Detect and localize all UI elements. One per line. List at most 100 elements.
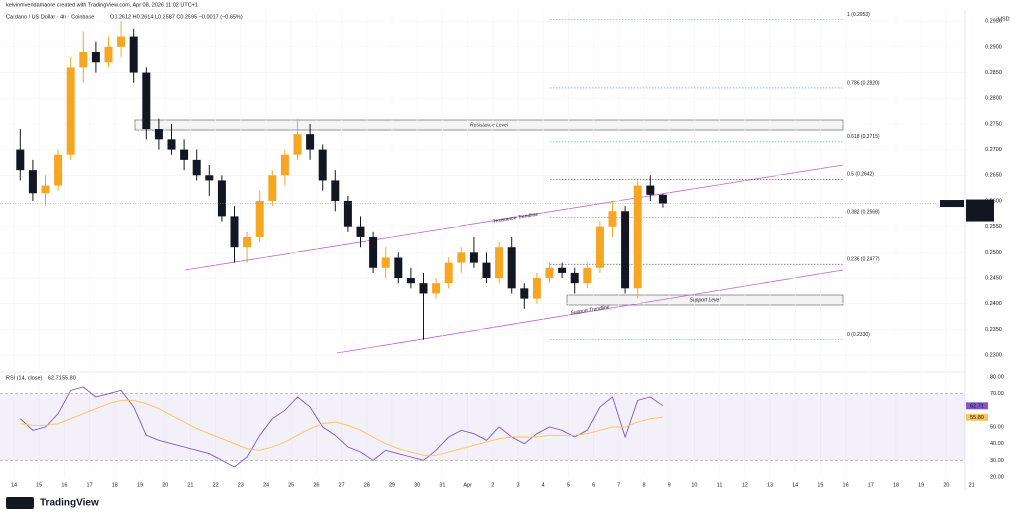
candle-body bbox=[558, 267, 567, 273]
candle-body bbox=[117, 36, 126, 47]
candle-body bbox=[595, 226, 604, 268]
x-tick-label: 8 bbox=[642, 482, 645, 488]
x-tick-label: 16 bbox=[61, 482, 67, 488]
fib-label: 1 (0.2953) bbox=[847, 12, 870, 18]
x-tick-label: 15 bbox=[36, 482, 42, 488]
candle-body bbox=[621, 211, 630, 289]
candle-body bbox=[658, 194, 667, 204]
x-tick-label: 25 bbox=[288, 482, 294, 488]
candle-body bbox=[570, 272, 579, 284]
x-tick-label: 10 bbox=[691, 482, 697, 488]
candle-body bbox=[520, 288, 529, 299]
fib-label: 0.236 (0.2477) bbox=[847, 256, 880, 262]
fib-label: 0 (0.2330) bbox=[847, 332, 870, 338]
candle-body bbox=[306, 134, 315, 150]
rsi-tick-label: 80.00 bbox=[990, 374, 1004, 380]
x-tick-label: 3 bbox=[516, 482, 519, 488]
x-tick-label: 24 bbox=[263, 482, 269, 488]
candle-body bbox=[318, 149, 327, 181]
candle-body bbox=[91, 51, 100, 63]
x-tick-label: 9 bbox=[668, 482, 671, 488]
candle-body bbox=[482, 262, 491, 279]
legend-value: 62.71 bbox=[48, 375, 62, 381]
x-tick-label: 30 bbox=[414, 482, 420, 488]
candle-body bbox=[180, 149, 189, 160]
candle-body bbox=[79, 51, 88, 68]
candle-body bbox=[507, 247, 516, 289]
candle-body bbox=[457, 252, 466, 263]
rsi-line bbox=[19, 386, 664, 468]
y-tick-label: 0.2450 bbox=[985, 275, 1002, 281]
x-tick-label: 21 bbox=[187, 482, 193, 488]
x-tick-label: 7 bbox=[617, 482, 620, 488]
x-tick-label: 21 bbox=[969, 482, 975, 488]
candle-body bbox=[280, 154, 289, 176]
price-tag-bg bbox=[966, 199, 994, 222]
candle-body bbox=[129, 36, 138, 73]
price-tag: 0.2595 bbox=[972, 201, 989, 207]
x-tick-label: 13 bbox=[767, 482, 773, 488]
candle-body bbox=[41, 185, 50, 194]
candle-body bbox=[192, 159, 201, 176]
rsi-tag: 62.71 bbox=[970, 403, 984, 409]
y-tick-label: 0.2650 bbox=[985, 173, 1002, 179]
rsi-title: RSI (14, close) bbox=[6, 375, 43, 381]
candle-body bbox=[545, 267, 554, 279]
candle-body bbox=[293, 134, 302, 155]
countdown-tag: 01:57:28 bbox=[969, 215, 990, 221]
x-tick-label: 23 bbox=[238, 482, 244, 488]
x-tick-label: 31 bbox=[439, 482, 445, 488]
candle-body bbox=[167, 139, 176, 150]
candle-body bbox=[66, 67, 75, 155]
x-tick-label: 11 bbox=[717, 482, 723, 488]
x-tick-label: 15 bbox=[817, 482, 823, 488]
x-tick-label: 20 bbox=[162, 482, 168, 488]
candle-body bbox=[369, 236, 378, 268]
x-tick-label: 22 bbox=[213, 482, 219, 488]
support-label: Support Level bbox=[690, 297, 722, 303]
symbol-tag: ADAUSD bbox=[943, 201, 963, 206]
x-tick-label: 16 bbox=[843, 482, 849, 488]
rsi-tag: 55.80 bbox=[970, 415, 984, 421]
change-tag: −4.46% bbox=[971, 208, 990, 214]
x-tick-label: 6 bbox=[592, 482, 595, 488]
logo: TradingView bbox=[40, 498, 99, 509]
support-zone bbox=[566, 294, 844, 306]
y-tick-label: 0.2500 bbox=[985, 250, 1002, 256]
candle-body bbox=[432, 283, 441, 294]
x-tick-label: 17 bbox=[87, 482, 93, 488]
candle-body bbox=[142, 72, 151, 130]
x-tick-label: 26 bbox=[313, 482, 319, 488]
x-tick-label: 27 bbox=[339, 482, 345, 488]
candle-body bbox=[217, 180, 226, 217]
x-tick-label: 14 bbox=[11, 482, 17, 488]
rsi-tick-label: 30.00 bbox=[990, 458, 1004, 464]
rsi-tick-label: 40.00 bbox=[990, 441, 1004, 447]
ohlc: O0.2612 H0.2614 L0.2587 C0.2595 −0.0017 … bbox=[110, 14, 243, 20]
candle-body bbox=[331, 180, 340, 201]
fib-label: 0.618 (0.2715) bbox=[847, 134, 880, 140]
x-tick-label: 18 bbox=[112, 482, 118, 488]
rsi-band bbox=[0, 393, 965, 461]
candle-body bbox=[406, 278, 415, 284]
y-tick-label: 0.2750 bbox=[985, 121, 1002, 127]
candle-body bbox=[54, 154, 63, 186]
candle-body bbox=[419, 283, 428, 294]
symbol-tag-bg bbox=[940, 200, 964, 208]
symbol: Cardano / US Dollar · 4h · Coinbase bbox=[6, 14, 94, 20]
fib-label: 0.5 (0.2642) bbox=[847, 172, 874, 178]
y-tick-label: 0.2350 bbox=[985, 327, 1002, 333]
y-tick-label: 0.2800 bbox=[985, 96, 1002, 102]
x-tick-label: 5 bbox=[567, 482, 570, 488]
candle-body bbox=[154, 129, 163, 140]
y-tick-label: 0.2300 bbox=[985, 353, 1002, 359]
currency: USD bbox=[998, 16, 1010, 22]
rsi-tick-label: 50.00 bbox=[990, 424, 1004, 430]
rsi-tag-bg bbox=[966, 402, 988, 410]
x-tick-label: 18 bbox=[893, 482, 899, 488]
candle-body bbox=[583, 267, 592, 284]
x-tick-label: 20 bbox=[943, 482, 949, 488]
candle-body bbox=[28, 170, 37, 194]
candle-body bbox=[255, 200, 264, 237]
y-tick-label: 0.2900 bbox=[985, 44, 1002, 50]
